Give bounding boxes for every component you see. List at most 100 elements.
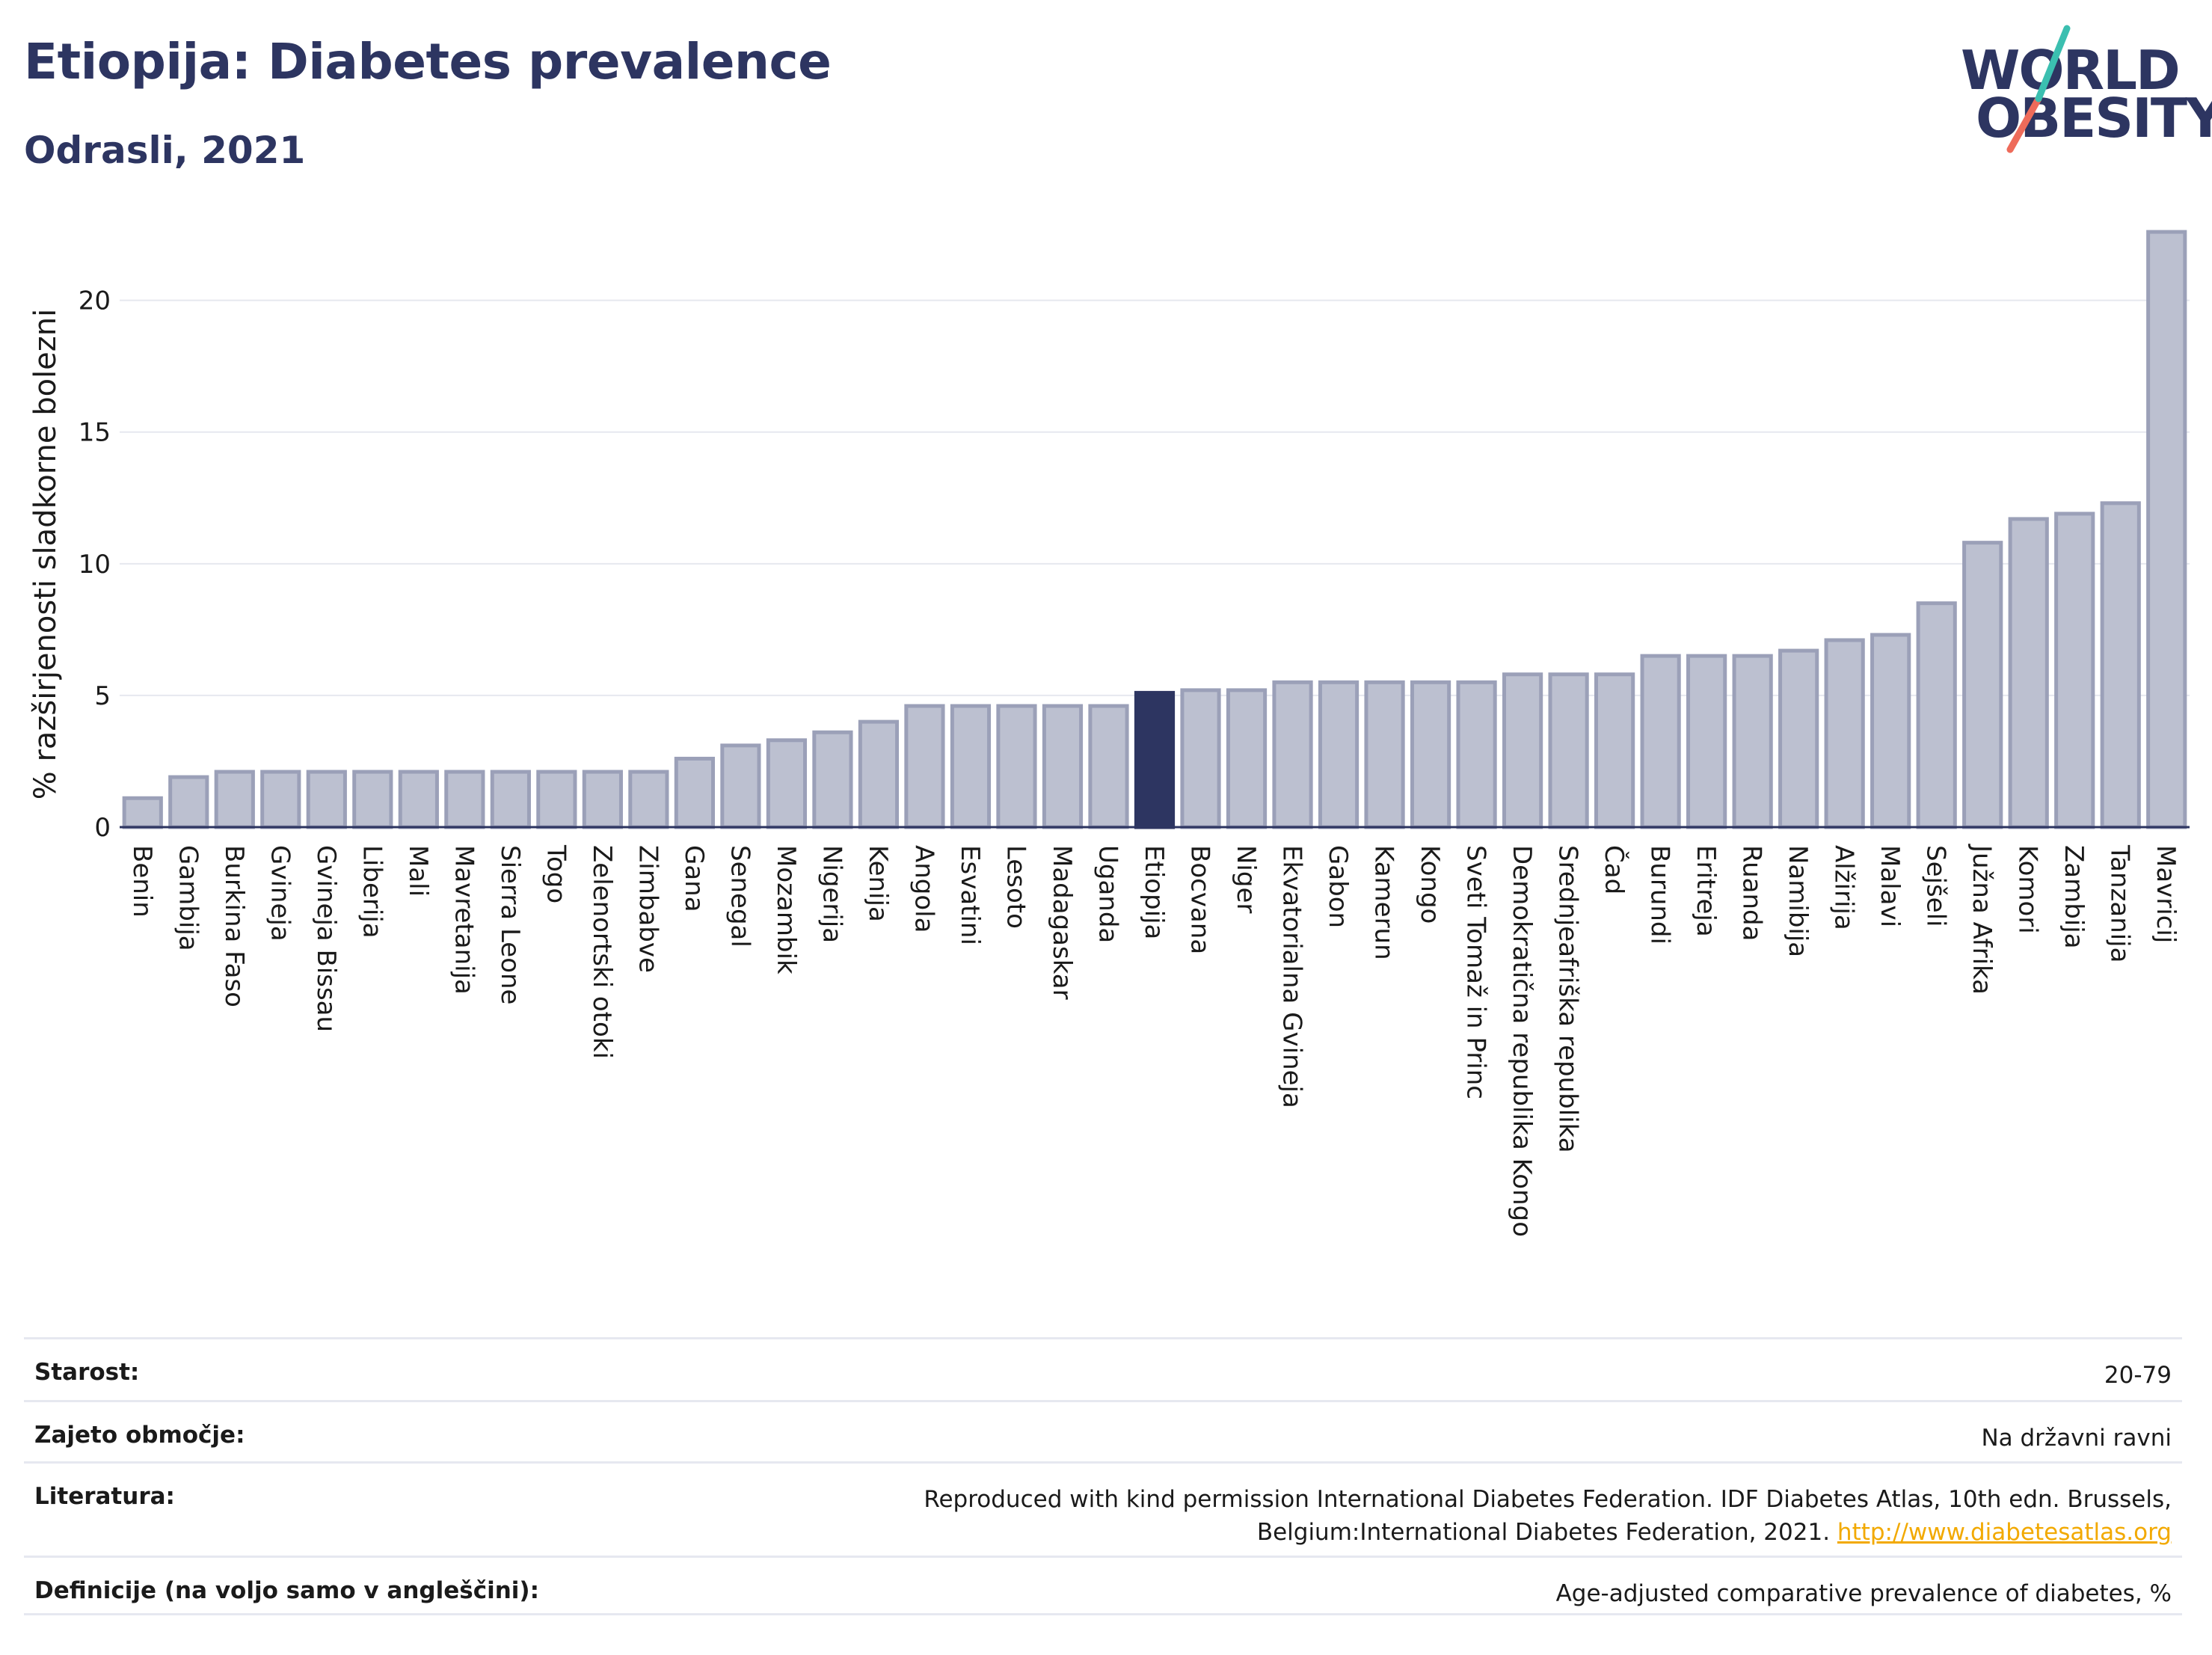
bar-kenija[interactable] [858,719,900,829]
x-tick-label: Alžirija [1829,845,1859,930]
x-tick-label: Esvatini [955,845,985,945]
bar-uganda[interactable] [1088,704,1129,829]
bar-tanzanija[interactable] [2100,501,2141,829]
y-tick-label: 20 [79,286,111,316]
bar-mali[interactable] [398,770,439,829]
y-axis-label: % razširjenosti sladkorne bolezni [28,309,63,800]
x-tick-label: Komori [2013,845,2043,934]
bar-angola[interactable] [904,704,945,829]
x-tick-label: Zimbabve [633,845,663,973]
bar-liberija[interactable] [352,770,393,829]
bar-alžirija[interactable] [1824,638,1865,829]
info-row-coverage: Zajeto območje: Na državni ravni [24,1400,2182,1461]
x-tick-label: Kenija [863,845,893,922]
y-tick-label: 15 [79,418,111,448]
bar-srednjeafriška-republika[interactable] [1548,672,1589,829]
bar-benin[interactable] [122,796,163,829]
x-tick-label: Gambija [173,845,203,951]
reference-link[interactable]: http://www.diabetesatlas.org [1837,1519,2172,1546]
bar-malavi[interactable] [1870,633,1911,829]
info-value: Na državni ravni [1981,1425,2172,1452]
bar-gana[interactable] [674,756,715,829]
x-tick-label: Mavretanija [449,845,479,995]
bar-esvatini[interactable] [950,704,992,829]
bar-burundi[interactable] [1640,654,1681,829]
bar-gabon[interactable] [1318,680,1360,829]
y-tick-label: 5 [94,681,111,711]
x-tick-label: Etiopija [1139,845,1169,939]
logo-slash-icon [2006,25,2071,153]
bars [122,230,2187,829]
info-label: Definicije (na voljo samo v angleščini): [34,1577,539,1604]
x-tick-label: Zambija [2059,845,2089,949]
x-tick-label: Južna Afrika [1967,844,1997,995]
x-tick-label: Lesoto [1001,845,1030,929]
bar-sejšeli[interactable] [1916,601,1957,829]
bar-demokratična-republika-kongo[interactable] [1502,672,1543,829]
bar-mozambik[interactable] [766,738,808,829]
bar-ekvatorialna-gvineja[interactable] [1272,680,1313,829]
x-tick-label: Senegal [725,845,755,948]
bar-burkina-faso[interactable] [214,770,255,829]
bar-mavricij[interactable] [2146,230,2187,829]
bar-čad[interactable] [1594,672,1635,829]
bar-eritreja[interactable] [1686,654,1727,829]
x-tick-label: Eritreja [1691,845,1721,937]
x-tick-label: Tanzanija [2105,844,2135,962]
bar-niger[interactable] [1226,688,1268,829]
bar-zambija[interactable] [2054,512,2095,829]
info-value: Age-adjusted comparative prevalence of d… [1555,1580,2172,1607]
x-tick-label: Ekvatorialna Gvineja [1277,845,1307,1108]
info-value-references: Reproduced with kind permission Internat… [676,1483,2172,1549]
x-tick-label: Zelenortski otoki [587,845,617,1059]
y-tick-label: 10 [79,550,111,580]
bar-madagaskar[interactable] [1042,704,1084,829]
x-tick-label: Gabon [1323,845,1353,928]
bar-gvineja[interactable] [260,770,301,829]
logo-line-1: WORLD [1961,39,2181,102]
x-tick-label: Demokratična republika Kongo [1507,845,1537,1237]
bar-senegal[interactable] [720,743,761,829]
x-tick-label: Čad [1599,845,1629,894]
bar-lesoto[interactable] [996,704,1037,829]
y-axis-ticks: 0 5 10 15 20 [79,286,111,843]
x-tick-label: Angola [909,845,938,933]
world-obesity-logo[interactable]: WORLD OBESITY [1944,15,2212,165]
info-row-definitions: Definicije (na voljo samo v angleščini):… [24,1556,2182,1615]
bar-bocvana[interactable] [1180,688,1221,829]
info-row-age: Starost: 20-79 [24,1337,2182,1400]
bar-etiopija[interactable] [1134,690,1176,829]
bar-togo[interactable] [536,770,577,829]
bar-gvineja-bissau[interactable] [306,770,347,829]
bar-kongo[interactable] [1410,680,1451,829]
x-tick-label: Nigerija [817,845,847,943]
bar-komori[interactable] [2008,517,2049,829]
bar-zimbabve[interactable] [628,770,669,829]
bar-namibija[interactable] [1778,648,1819,829]
x-tick-label: Namibija [1783,845,1813,957]
bar-mavretanija[interactable] [444,770,485,829]
bar-južna-afrika[interactable] [1962,541,2003,829]
bar-sierra-leone[interactable] [490,770,531,829]
bar-nigerija[interactable] [812,730,853,829]
chart-subtitle: Odrasli, 2021 [24,129,306,172]
x-tick-label: Liberija [357,845,387,939]
x-tick-label: Gana [679,845,709,912]
bar-chart: 0 5 10 15 20 Benin Gambija Burkina Faso Gvineja… [28,230,2190,1237]
x-tick-label: Benin [127,845,157,918]
bar-gambija[interactable] [168,775,209,829]
bar-sveti-tomaž-in-princ[interactable] [1456,680,1497,829]
x-tick-label: Mavricij [2151,845,2181,943]
bar-ruanda[interactable] [1732,654,1773,829]
bar-zelenortski-otoki[interactable] [582,770,623,829]
y-tick-label: 0 [94,813,111,843]
x-tick-label: Mali [403,845,433,897]
info-label: Starost: [34,1359,140,1386]
x-tick-label: Uganda [1093,845,1122,943]
x-tick-label: Sierra Leone [495,845,525,1004]
bar-kamerun[interactable] [1364,680,1405,829]
info-label: Zajeto območje: [34,1422,245,1449]
x-tick-label: Gvineja Bissau [311,845,341,1032]
x-tick-label: Burundi [1645,845,1675,945]
info-row-references: Literatura: Reproduced with kind permiss… [24,1461,2182,1556]
